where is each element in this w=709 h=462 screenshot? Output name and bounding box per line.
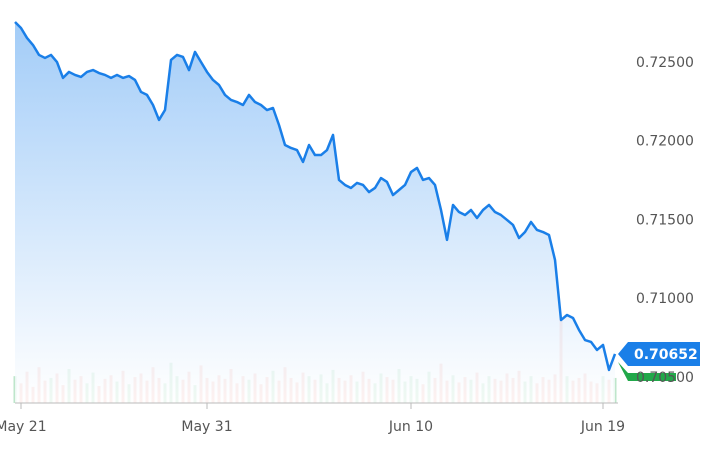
- y-tick-label: 0.70500: [636, 370, 694, 386]
- y-tick-label: 0.72000: [636, 134, 694, 150]
- x-tick-label: Jun 19: [580, 419, 625, 435]
- x-tick-label: May 31: [181, 419, 232, 435]
- price-line: [14, 21, 617, 372]
- y-tick-label: 0.71500: [636, 212, 694, 228]
- price-tag-label: 0.70652: [634, 347, 698, 363]
- y-tick-label: 0.72500: [636, 55, 694, 71]
- x-tick-label: May 21: [0, 419, 47, 435]
- area: [15, 22, 615, 403]
- price-tag: [618, 342, 700, 366]
- plot: [14, 21, 617, 403]
- y-tick-label: 0.71000: [636, 291, 694, 307]
- x-tick-label: Jun 10: [388, 419, 433, 435]
- current-marker: [618, 362, 676, 381]
